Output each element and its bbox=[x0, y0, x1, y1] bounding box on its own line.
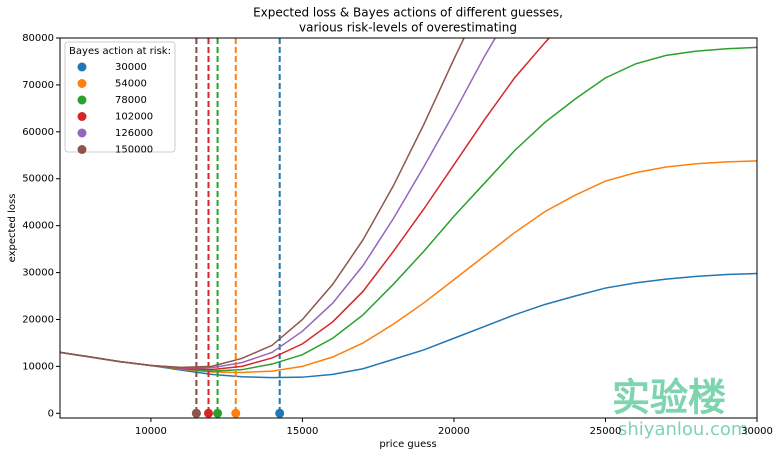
x-tick-label: 20000 bbox=[438, 426, 470, 437]
legend-label: 102000 bbox=[115, 112, 153, 123]
action-point bbox=[191, 408, 201, 418]
x-tick-label: 15000 bbox=[287, 426, 319, 437]
y-axis-label: expected loss bbox=[7, 194, 18, 263]
x-tick-label: 10000 bbox=[135, 426, 167, 437]
chart-title: Expected loss & Bayes actions of differe… bbox=[253, 6, 563, 20]
legend-label: 30000 bbox=[115, 62, 147, 73]
legend-label: 126000 bbox=[115, 128, 153, 139]
legend-box bbox=[64, 41, 176, 153]
chart-subtitle: various risk-levels of overestimating bbox=[299, 21, 517, 35]
x-tick-label: 25000 bbox=[590, 426, 622, 437]
y-tick-label: 20000 bbox=[22, 314, 54, 325]
x-axis-label: price guess bbox=[379, 439, 436, 450]
legend-marker bbox=[77, 95, 87, 105]
action-point bbox=[213, 408, 223, 418]
legend-label: 150000 bbox=[115, 145, 153, 156]
y-tick-label: 50000 bbox=[22, 174, 54, 185]
action-point bbox=[231, 408, 241, 418]
legend-label: 54000 bbox=[115, 79, 147, 90]
y-tick-label: 30000 bbox=[22, 268, 54, 279]
legend-title: Bayes action at risk: bbox=[69, 46, 171, 57]
y-tick-label: 60000 bbox=[22, 127, 54, 138]
y-tick-label: 0 bbox=[48, 408, 54, 419]
y-tick-label: 10000 bbox=[22, 361, 54, 372]
y-tick-label: 40000 bbox=[22, 221, 54, 232]
action-point bbox=[275, 408, 285, 418]
action-point bbox=[203, 408, 213, 418]
line bbox=[60, 272, 757, 379]
plot-frame bbox=[59, 37, 758, 419]
y-tick-label: 70000 bbox=[22, 80, 54, 91]
legend-marker bbox=[77, 128, 87, 138]
legend-label: 78000 bbox=[115, 95, 147, 106]
legend-marker bbox=[77, 62, 87, 72]
x-tick-label: 30000 bbox=[741, 426, 773, 437]
y-tick-label: 80000 bbox=[22, 33, 54, 44]
legend-marker bbox=[77, 79, 87, 88]
plot-area bbox=[60, 38, 757, 418]
line bbox=[60, 38, 465, 369]
legend-marker bbox=[77, 112, 87, 121]
watermark: 实验楼 bbox=[612, 376, 726, 420]
legend-marker bbox=[77, 145, 87, 154]
watermark-url: shiyanlou.com bbox=[618, 419, 748, 440]
